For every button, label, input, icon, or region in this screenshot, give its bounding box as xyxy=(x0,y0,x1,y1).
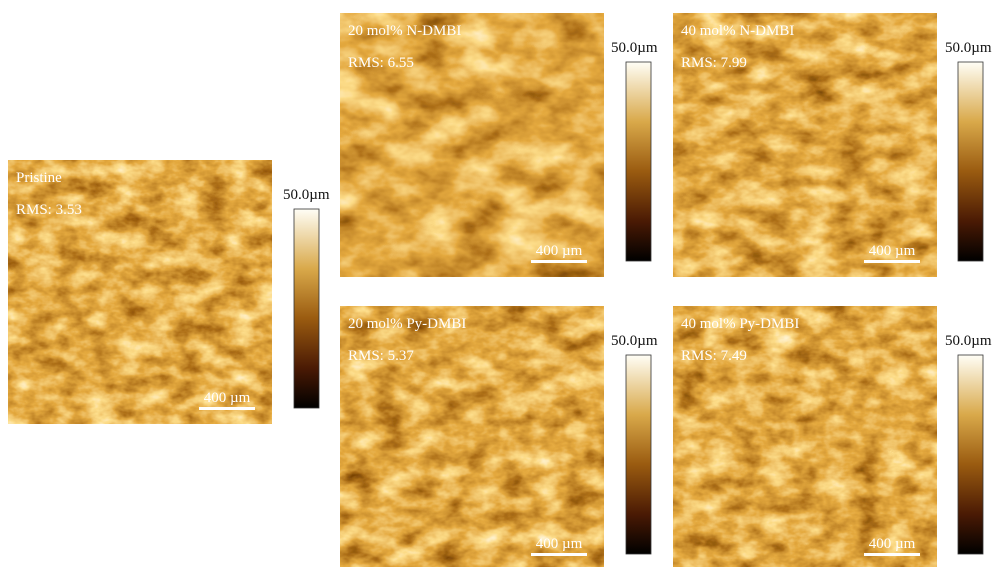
colorbar-max-label: 50.0µm xyxy=(611,333,658,349)
scale-bar xyxy=(531,553,587,556)
rms-label: RMS: 5.37 xyxy=(348,348,414,364)
colorbar xyxy=(626,62,651,261)
scale-bar-label: 400 µm xyxy=(869,536,916,552)
colorbar xyxy=(626,355,651,554)
rms-label: RMS: 7.99 xyxy=(681,55,747,71)
panel-title: 40 mol% N-DMBI xyxy=(681,23,794,39)
colorbar-max-label: 50.0µm xyxy=(283,187,330,203)
rms-label: RMS: 6.55 xyxy=(348,55,414,71)
afm-panel: 20 mol% N-DMBI RMS: 6.55 400 µm 50.0µm xyxy=(340,13,658,277)
scale-bar-label: 400 µm xyxy=(536,536,583,552)
scale-bar-label: 400 µm xyxy=(869,243,916,259)
afm-image xyxy=(8,160,272,424)
afm-image xyxy=(673,13,937,277)
colorbar-max-label: 50.0µm xyxy=(611,40,658,56)
rms-label: RMS: 7.49 xyxy=(681,348,747,364)
afm-panel: Pristine RMS: 3.53 400 µm 50.0µm xyxy=(8,160,330,424)
scale-bar-label: 400 µm xyxy=(204,390,251,406)
afm-image xyxy=(673,306,937,567)
panel-title: 20 mol% N-DMBI xyxy=(348,23,461,39)
scale-bar-label: 400 µm xyxy=(536,243,583,259)
colorbar-max-label: 50.0µm xyxy=(945,40,992,56)
afm-panel: 40 mol% N-DMBI RMS: 7.99 400 µm 50.0µm xyxy=(673,13,992,277)
afm-image xyxy=(340,306,604,567)
scale-bar xyxy=(864,260,920,263)
scale-bar xyxy=(531,260,587,263)
colorbar-max-label: 50.0µm xyxy=(945,333,992,349)
panel-title: 20 mol% Py-DMBI xyxy=(348,316,466,332)
afm-panel: 20 mol% Py-DMBI RMS: 5.37 400 µm 50.0µm xyxy=(340,306,658,567)
scale-bar xyxy=(864,553,920,556)
rms-label: RMS: 3.53 xyxy=(16,202,82,218)
afm-panel: 40 mol% Py-DMBI RMS: 7.49 400 µm 50.0µm xyxy=(673,306,992,567)
afm-image xyxy=(340,13,604,277)
colorbar xyxy=(294,209,319,408)
colorbar xyxy=(958,355,983,554)
colorbar xyxy=(958,62,983,261)
scale-bar xyxy=(199,407,255,410)
panel-title: Pristine xyxy=(16,170,62,186)
figure: PristineRMS: 3.53400 µm50.0µm20 mol% N-D… xyxy=(0,0,1006,567)
panel-title: 40 mol% Py-DMBI xyxy=(681,316,799,332)
